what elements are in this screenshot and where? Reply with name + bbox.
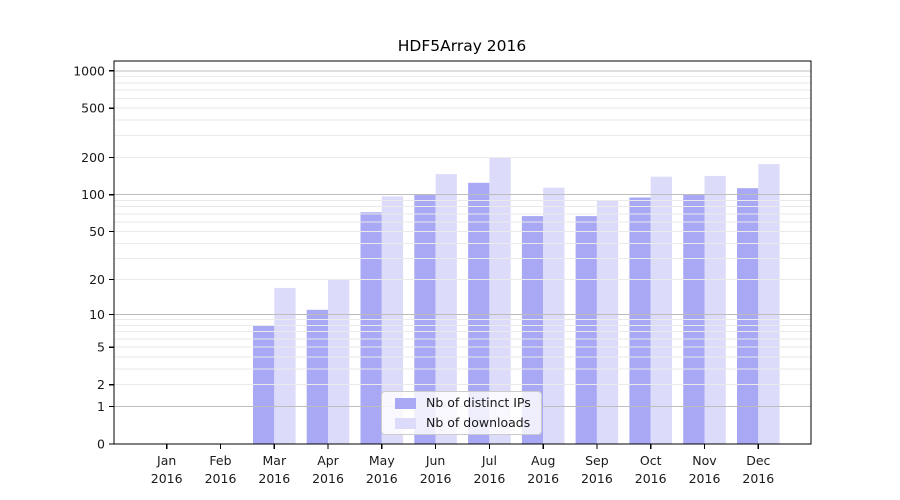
bar-downloads-nov	[704, 175, 726, 444]
legend: Nb of distinct IPs Nb of downloads	[381, 391, 542, 435]
bar-downloads-mar	[274, 287, 296, 444]
legend-item-distinct-ips: Nb of distinct IPs	[395, 395, 541, 412]
bar-ips-sep	[575, 216, 597, 444]
legend-swatch-downloads	[395, 417, 416, 429]
bar-ips-jul	[468, 182, 490, 445]
x-tick-month-jan: Jan	[156, 453, 176, 468]
x-tick-month-aug: Aug	[531, 453, 555, 468]
bar-ips-dec	[737, 188, 759, 444]
legend-swatch-distinct-ips	[395, 397, 416, 409]
legend-item-downloads: Nb of downloads	[395, 415, 541, 432]
x-tick-year-nov: 2016	[689, 471, 721, 486]
x-tick-year-jul: 2016	[473, 471, 505, 486]
x-tick-month-feb: Feb	[209, 453, 231, 468]
x-tick-year-dec: 2016	[742, 471, 774, 486]
bar-ips-aug	[521, 216, 544, 444]
y-tick-label-1000: 1000	[73, 63, 105, 78]
bar-ips-may	[360, 212, 382, 444]
x-tick-month-jul: Jul	[481, 453, 497, 468]
x-tick-month-nov: Nov	[692, 453, 717, 468]
x-tick-month-jun: Jun	[425, 453, 446, 468]
bar-downloads-jun	[435, 174, 457, 444]
x-tick-year-apr: 2016	[312, 471, 344, 486]
y-tick-label-1: 1	[97, 399, 105, 414]
bar-downloads-apr	[328, 279, 350, 444]
x-tick-year-sep: 2016	[581, 471, 613, 486]
bar-ips-apr	[306, 309, 328, 444]
bar-downloads-oct	[650, 176, 672, 444]
grid-layer	[114, 70, 811, 408]
bar-downloads-aug	[543, 187, 565, 444]
x-tick-year-aug: 2016	[527, 471, 559, 486]
x-tick-month-oct: Oct	[640, 453, 662, 468]
x-tick-year-may: 2016	[366, 471, 398, 486]
bar-downloads-jul	[489, 157, 511, 444]
bar-downloads-dec	[758, 164, 780, 444]
chart-title: HDF5Array 2016	[398, 37, 527, 55]
y-tick-label-10: 10	[89, 307, 105, 322]
x-tick-month-mar: Mar	[263, 453, 287, 468]
x-tick-month-sep: Sep	[585, 453, 609, 468]
bar-ips-oct	[629, 197, 651, 444]
y-tick-label-200: 200	[81, 150, 105, 165]
x-tick-month-may: May	[369, 453, 395, 468]
x-tick-month-dec: Dec	[746, 453, 770, 468]
x-tick-year-mar: 2016	[258, 471, 290, 486]
x-tick-year-jan: 2016	[151, 471, 183, 486]
y-tick-label-5: 5	[97, 340, 105, 355]
x-tick-month-apr: Apr	[317, 453, 339, 468]
y-tick-label-2: 2	[97, 377, 105, 392]
y-tick-label-50: 50	[89, 224, 105, 239]
bar-downloads-sep	[596, 200, 619, 444]
y-tick-label-0: 0	[97, 437, 105, 452]
legend-label-downloads: Nb of downloads	[426, 414, 531, 430]
x-tick-year-oct: 2016	[635, 471, 667, 486]
legend-label-distinct-ips: Nb of distinct IPs	[426, 394, 531, 410]
y-tick-label-100: 100	[81, 187, 105, 202]
axes-layer: 0 1 2 5 10 20 50 100 200 500 1000 Jan 2016 Feb 2016 Mar…	[73, 60, 812, 486]
x-tick-year-feb: 2016	[205, 471, 237, 486]
y-tick-label-20: 20	[89, 272, 105, 287]
x-tick-year-jun: 2016	[420, 471, 452, 486]
y-tick-label-500: 500	[81, 101, 105, 116]
